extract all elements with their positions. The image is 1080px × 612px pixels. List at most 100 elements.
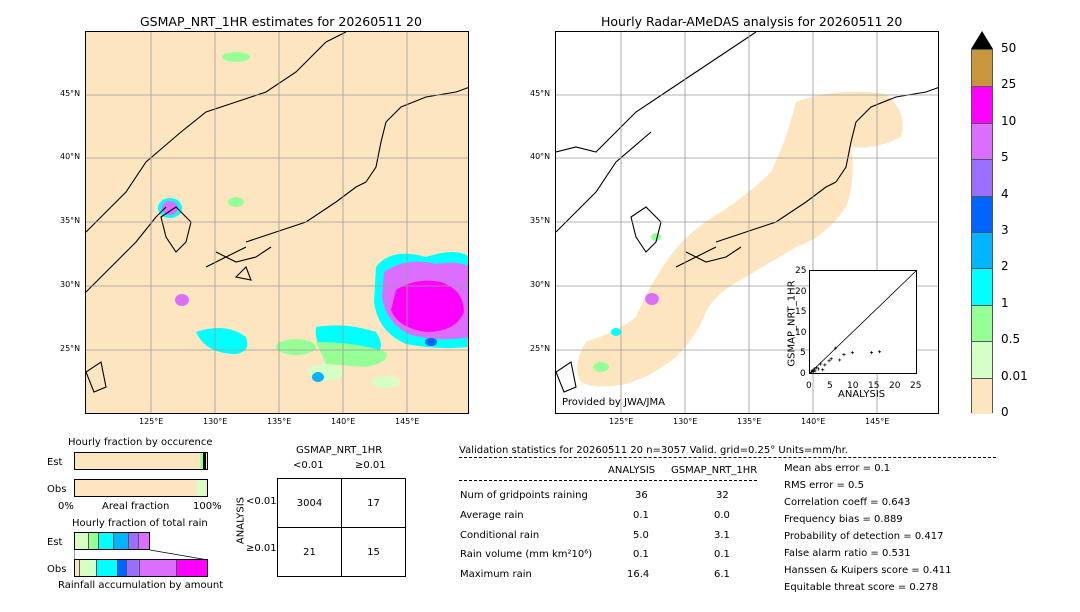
scatter-point — [829, 357, 833, 361]
colorbar-label: 4 — [1001, 186, 1009, 201]
contingency-row-ge: ≥0.01 — [246, 543, 277, 554]
score-line: Equitable threat score = 0.278 — [784, 582, 939, 593]
colorbar-segment — [972, 86, 992, 123]
occurrence-obs-bar — [74, 479, 208, 497]
contingency-title: GSMAP_NRT_1HR — [296, 445, 383, 456]
contingency-cell: 3004 — [277, 478, 342, 528]
scatter-point — [869, 351, 874, 355]
right-lat-tick: 30°N — [530, 280, 551, 289]
colorbar-label: 0 — [1001, 405, 1009, 419]
validation-col-gsmap: GSMAP_NRT_1HR — [671, 465, 758, 476]
validation-row-label: Rain volume (mm km²10⁶) — [460, 549, 593, 560]
right-lon-tick: 145°E — [865, 417, 890, 426]
validation-row-analysis: 0.1 — [633, 549, 649, 560]
scatter-ylabel: GSMAP_NRT_1HR — [786, 280, 798, 367]
scatter-inset — [809, 270, 917, 374]
total-rain-title: Hourly fraction of total rain — [72, 518, 208, 529]
left-map — [85, 31, 469, 414]
radar-coverage — [577, 91, 903, 387]
scatter-point — [811, 369, 815, 373]
total-rain-connector — [74, 549, 209, 561]
scatter-ytick: 15 — [795, 307, 807, 317]
left-lon-tick: 135°E — [267, 417, 292, 426]
left-lat-tick: 40°N — [60, 152, 81, 161]
total-rain-obs-label: Obs — [47, 564, 67, 575]
scatter-point — [827, 359, 831, 363]
occurrence-axis-mid: Areal fraction — [102, 501, 170, 512]
left-lon-tick: 145°E — [395, 417, 420, 426]
colorbar-arrow — [971, 31, 993, 49]
colorbar-label: 50 — [1001, 41, 1017, 55]
scatter-xtick: 15 — [868, 381, 880, 391]
score-line: Hanssen & Kuipers score = 0.411 — [784, 565, 952, 576]
total-rain-est-bar — [74, 532, 150, 550]
left-gridlines — [86, 32, 468, 413]
right-lat-tick: 35°N — [530, 216, 551, 225]
validation-row-label: Maximum rain — [460, 569, 532, 580]
colorbar-segment — [972, 159, 992, 196]
right-map: Provided by JWA/JMA — [555, 31, 939, 414]
validation-row-analysis: 16.4 — [627, 569, 650, 580]
validation-row-analysis: 5.0 — [633, 530, 649, 541]
scatter-point — [850, 351, 854, 355]
scatter-diagonal — [810, 271, 916, 373]
credit-text: Provided by JWA/JMA — [562, 397, 665, 408]
contingency-cell: 15 — [341, 527, 406, 577]
scatter-xtick: 0 — [806, 381, 812, 391]
colorbar-label: 0.5 — [1001, 332, 1021, 347]
colorbar-label: 10 — [1001, 113, 1017, 128]
scatter-ytick: 20 — [795, 287, 807, 297]
contingency-row-lt: <0.01 — [246, 496, 277, 507]
contingency-cell: 21 — [277, 527, 342, 577]
scatter-xtick: 5 — [827, 381, 833, 391]
scatter-point — [810, 370, 813, 373]
colorbar-segment — [972, 50, 992, 87]
occurrence-axis-left: 0% — [58, 501, 74, 512]
validation-row-gsmap: 6.1 — [714, 569, 730, 580]
colorbar-label: 1 — [1001, 295, 1009, 310]
colorbar-segment — [972, 268, 992, 305]
occurrence-est-label: Est — [47, 457, 63, 468]
scatter-ytick: 10 — [795, 328, 807, 338]
validation-row-analysis: 36 — [635, 490, 648, 501]
left-rain-patches — [158, 52, 468, 388]
right-map-title: Hourly Radar-AMeDAS analysis for 2026051… — [601, 14, 903, 29]
validation-row-label: Conditional rain — [460, 530, 540, 541]
left-lat-tick: 45°N — [60, 89, 81, 98]
scatter-xtick: 25 — [910, 381, 922, 391]
left-lon-tick: 130°E — [203, 417, 228, 426]
scatter-point — [821, 368, 825, 372]
colorbar-label: 5 — [1001, 150, 1009, 165]
scatter-point — [823, 363, 827, 367]
validation-row-label: Average rain — [460, 510, 524, 521]
colorbar-label: 2 — [1001, 259, 1009, 274]
score-line: RMS error = 0.5 — [784, 480, 864, 491]
right-lat-tick: 25°N — [530, 344, 551, 353]
scatter-point — [877, 350, 882, 354]
colorbar-segments — [971, 49, 993, 414]
validation-row-gsmap: 32 — [716, 490, 729, 501]
scatter-point — [819, 362, 823, 366]
right-lat-tick: 40°N — [530, 152, 551, 161]
validation-header: Validation statistics for 20260511 20 n=… — [459, 445, 848, 456]
left-lat-tick: 25°N — [60, 344, 81, 353]
left-map-title: GSMAP_NRT_1HR estimates for 20260511 20 — [140, 14, 422, 29]
colorbar-segment — [972, 304, 992, 342]
contingency-cell: 17 — [341, 478, 406, 528]
scatter-point — [833, 346, 838, 350]
left-lon-tick: 125°E — [139, 417, 164, 426]
scatter-point — [842, 353, 846, 357]
score-line: Correlation coeff = 0.643 — [784, 497, 911, 508]
left-coastlines — [86, 32, 468, 393]
scatter-plot — [810, 271, 916, 373]
scatter-point — [814, 366, 818, 370]
total-rain-est-label: Est — [47, 537, 63, 548]
total-rain-obs-bar — [74, 559, 208, 577]
right-lon-tick: 125°E — [609, 417, 634, 426]
right-lon-tick: 140°E — [801, 417, 826, 426]
score-line: Frequency bias = 0.889 — [784, 514, 903, 525]
left-map-canvas — [86, 32, 468, 413]
scatter-xtick: 20 — [889, 381, 901, 391]
colorbar-segment — [972, 377, 992, 414]
colorbar-segment — [972, 122, 992, 160]
